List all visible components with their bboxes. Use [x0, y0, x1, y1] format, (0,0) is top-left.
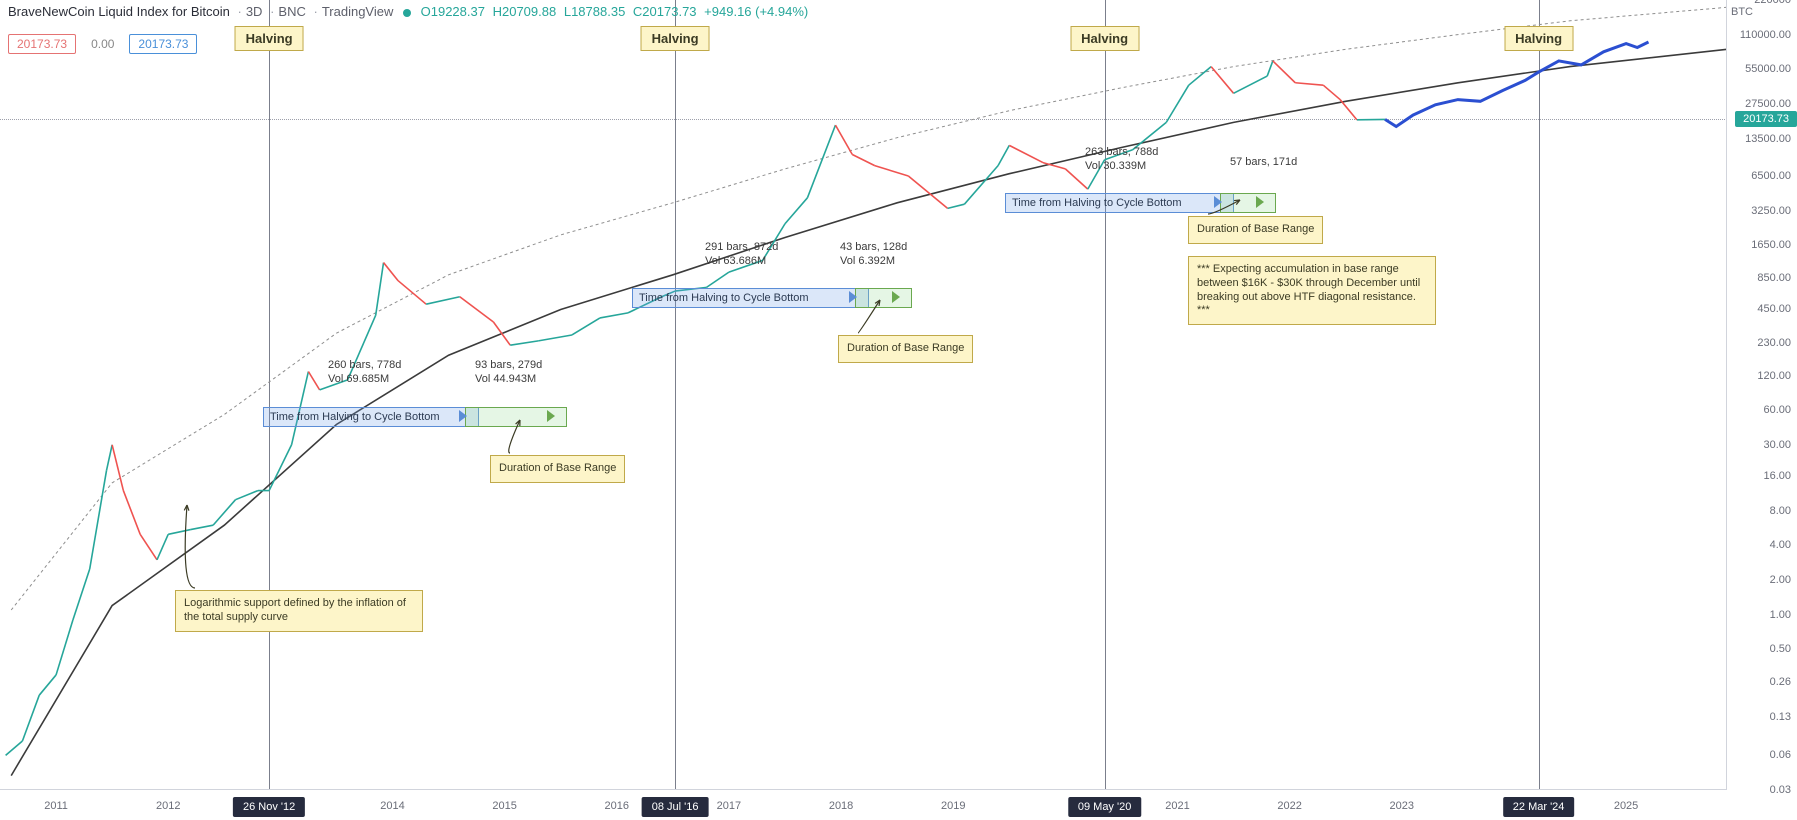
measurement-label: 43 bars, 128dVol 6.392M: [840, 240, 907, 269]
status-dot: [403, 9, 411, 17]
y-tick: 2.00: [1770, 574, 1791, 586]
interval[interactable]: 3D: [246, 4, 263, 19]
callout-box[interactable]: Duration of Base Range: [1188, 216, 1323, 244]
halving-to-bottom-range[interactable]: Time from Halving to Cycle Bottom: [263, 407, 479, 427]
x-tick: 2014: [380, 800, 404, 812]
y-tick: 27500.00: [1745, 98, 1791, 110]
y-axis[interactable]: BTC 220000 110000.00 55000.00 27500.00 13500…: [1726, 0, 1797, 790]
x-tick: 2016: [605, 800, 629, 812]
measurement-label: 260 bars, 778dVol 69.685M: [328, 358, 401, 387]
y-tick: 4.00: [1770, 539, 1791, 551]
callout-box[interactable]: *** Expecting accumulation in base range…: [1188, 256, 1436, 325]
y-tick: 1.00: [1770, 609, 1791, 621]
x-tick: 2025: [1614, 800, 1638, 812]
callout-box[interactable]: Logarithmic support defined by the infla…: [175, 590, 423, 632]
y-tick: 450.00: [1757, 303, 1791, 315]
y-tick: 0.13: [1770, 711, 1791, 723]
chart-header: BraveNewCoin Liquid Index for Bitcoin ·3…: [8, 4, 812, 19]
measurement-label: 57 bars, 171d: [1230, 155, 1297, 169]
y-tick: 60.00: [1763, 404, 1791, 416]
x-tick: 2015: [492, 800, 516, 812]
x-tick: 2022: [1277, 800, 1301, 812]
halving-to-bottom-range[interactable]: Time from Halving to Cycle Bottom: [632, 288, 869, 308]
symbol-title[interactable]: BraveNewCoin Liquid Index for Bitcoin: [8, 4, 230, 19]
x-tick: 2017: [717, 800, 741, 812]
callout-box[interactable]: Duration of Base Range: [490, 455, 625, 483]
measurement-label: 93 bars, 279dVol 44.943M: [475, 358, 542, 387]
x-date-marker: 26 Nov '12: [233, 797, 305, 817]
y-tick: 220000: [1754, 0, 1791, 6]
y-tick: 110000.00: [1740, 29, 1791, 41]
y-tick: 6500.00: [1751, 170, 1791, 182]
y-tick: 55000.00: [1745, 63, 1791, 75]
x-tick: 2019: [941, 800, 965, 812]
x-tick: 2012: [156, 800, 180, 812]
indicator-pill[interactable]: 0.00: [82, 34, 123, 54]
halving-label[interactable]: Halving: [235, 26, 304, 51]
y-tick: 230.00: [1757, 337, 1791, 349]
chart-container[interactable]: BraveNewCoin Liquid Index for Bitcoin ·3…: [0, 0, 1797, 820]
x-date-marker: 09 May '20: [1068, 797, 1141, 817]
measurement-label: 263 bars, 788dVol 30.339M: [1085, 145, 1158, 174]
indicator-pill[interactable]: 20173.73: [8, 34, 76, 54]
callout-box[interactable]: Duration of Base Range: [838, 335, 973, 363]
y-tick: 850.00: [1757, 272, 1791, 284]
halving-label[interactable]: Halving: [1070, 26, 1139, 51]
last-price-tag: 20173.73: [1735, 111, 1797, 127]
halving-label[interactable]: Halving: [641, 26, 710, 51]
indicator-pill[interactable]: 20173.73: [129, 34, 197, 54]
y-tick: 120.00: [1757, 370, 1791, 382]
x-tick: 2021: [1165, 800, 1189, 812]
y-tick: 0.06: [1770, 749, 1791, 761]
y-tick: 0.26: [1770, 676, 1791, 688]
halving-to-bottom-range[interactable]: Time from Halving to Cycle Bottom: [1005, 193, 1234, 213]
y-tick: 30.00: [1763, 439, 1791, 451]
y-tick: 1650.00: [1751, 239, 1791, 251]
halving-label[interactable]: Halving: [1504, 26, 1573, 51]
base-range[interactable]: [1220, 193, 1276, 213]
y-tick: 16.00: [1763, 470, 1791, 482]
x-axis[interactable]: 2011 2012 2014 2015 2016 2017 2018 2019 2021 2022…: [0, 789, 1727, 820]
indicator-pills: 20173.73 0.00 20173.73: [8, 24, 203, 54]
x-date-marker: 08 Jul '16: [642, 797, 709, 817]
exchange: BNC: [278, 4, 305, 19]
ohlc-readout: O19228.37 H20709.88 L18788.35 C20173.73 …: [421, 4, 813, 19]
y-tick: 0.50: [1770, 643, 1791, 655]
y-tick: 13500.00: [1745, 133, 1791, 145]
measurement-label: 291 bars, 872dVol 63.686M: [705, 240, 778, 269]
y-axis-unit: BTC: [1731, 6, 1753, 18]
y-tick: 0.03: [1770, 784, 1791, 796]
x-tick: 2023: [1390, 800, 1414, 812]
y-tick: 8.00: [1770, 505, 1791, 517]
price-plot[interactable]: [0, 0, 1727, 790]
y-tick: 3250.00: [1751, 205, 1791, 217]
x-tick: 2011: [44, 800, 68, 812]
base-range[interactable]: [855, 288, 912, 308]
x-date-marker: 22 Mar '24: [1503, 797, 1575, 817]
x-tick: 2018: [829, 800, 853, 812]
platform: TradingView: [322, 4, 394, 19]
